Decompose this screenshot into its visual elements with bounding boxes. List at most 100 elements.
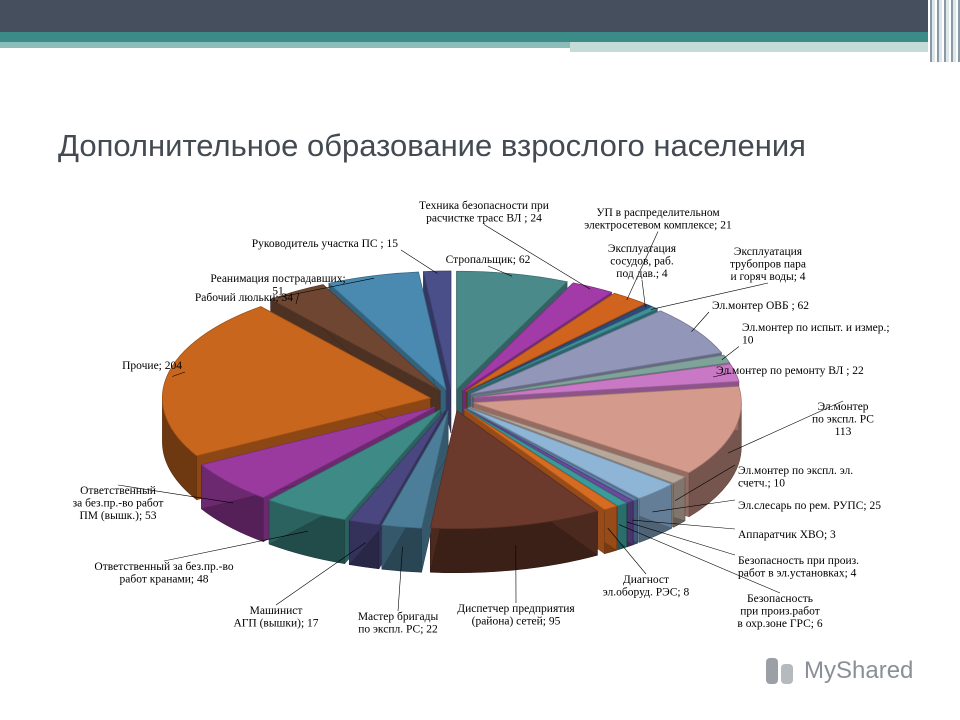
slice-labels: Стропальщик; 62 Техника безопасности при р… [73, 200, 890, 636]
slice-label-line: Рабочий люльки; 34 [195, 292, 293, 304]
slice-label-line: Техника безопасности при [419, 200, 549, 212]
slice-label-23: Руководитель участка ПС ; 15 [252, 238, 398, 250]
leader-line-5 [691, 311, 710, 332]
leader-line-22 [277, 277, 375, 298]
slice-label-22: Реанимация пострадавших; 51 [210, 273, 345, 298]
pie-slice-4 [467, 306, 659, 393]
slice-label-line: Диспетчер предприятия [457, 603, 575, 615]
slice-label-line: Машинист [250, 605, 303, 617]
pie-tops [162, 270, 742, 530]
pie-slice-16 [381, 410, 449, 529]
watermark: MyShared [766, 656, 913, 686]
leader-line-14 [607, 527, 647, 575]
slice-label-14: Диагност эл.оборуд. РЭС; 8 [603, 574, 690, 599]
slice-label-line: трубопров пара [730, 259, 806, 271]
top-bar [0, 0, 960, 32]
leader-line-3 [641, 279, 646, 308]
slice-label-12: Безопасность при произ. работ в эл.устано… [738, 555, 859, 580]
slice-label-16: Мастер бригады по экспл. РС; 22 [358, 611, 439, 636]
leader-line-19 [117, 484, 234, 504]
slice-label-line: Эксплуатация [608, 243, 677, 255]
leader-line-4 [650, 282, 769, 310]
slice-label-line: 10 [742, 335, 754, 347]
pie-slice-17 [348, 410, 446, 526]
myshared-logo-icon [766, 656, 796, 686]
slice-label-line: АГП (вышки); 17 [233, 618, 318, 630]
slice-label-line: Эл.монтер по экспл. эл. [738, 465, 853, 477]
slice-label-10: Эл.слесарь по рем. РУПС; 25 [738, 500, 881, 512]
leader-line-2 [626, 231, 659, 301]
slice-label-line: Безопасность при произ. [738, 555, 859, 567]
slice-label-line: эл.оборуд. РЭС; 8 [603, 587, 690, 599]
slice-label-17: Машинист АГП (вышки); 17 [233, 605, 318, 630]
slice-label-line: Эксплуатация [734, 246, 803, 258]
leader-line-23 [400, 249, 438, 274]
slice-label-line: Реанимация пострадавших; [210, 273, 345, 285]
slice-label-line: (района) сетей; 95 [472, 616, 561, 628]
slice-label-21: Рабочий люльки; 34 [195, 292, 293, 304]
slice-label-13: Безопасность при произ.работ в охр.зоне ГР… [737, 593, 822, 630]
leader-line-6 [721, 346, 740, 360]
pie-slice-7 [473, 363, 740, 399]
slice-label-line: ПМ (вышк.); 53 [79, 510, 156, 522]
slice-label-line: Эл.монтер по испыт. и измер.; [742, 322, 890, 334]
leader-lines [117, 224, 844, 612]
slice-label-11: Аппаратчик ХВО; 3 [738, 529, 836, 541]
slice-label-line: Прочие; 204 [122, 360, 182, 372]
accent-bar-pale [570, 42, 930, 52]
accent-bar [0, 32, 930, 42]
slice-label-line: Стропальщик; 62 [446, 254, 531, 266]
pie-slice-18 [268, 409, 442, 521]
pie-slice-12 [465, 408, 634, 504]
leader-line-16 [397, 546, 403, 612]
leader-line-20 [172, 371, 186, 377]
slice-label-line: Эл.монтер ОВБ ; 62 [712, 300, 809, 312]
slice-label-line: Ответственный за без.пр.-во [94, 561, 233, 573]
slice-label-8: Эл.монтер по экспл. РС 113 [812, 401, 874, 438]
slide-title: Дополнительное образование взрослого нас… [58, 128, 806, 163]
slice-label-line: по экспл. РС [812, 414, 874, 426]
slice-label-2: УП в распределительном электросетевом ком… [584, 207, 732, 232]
pie-slice-9 [469, 406, 686, 484]
pie-slice-20 [162, 306, 432, 457]
pie-slice-15 [429, 410, 599, 530]
slice-label-4: Эксплуатация трубопров пара и горяч воды; … [730, 246, 806, 283]
slice-label-line: в охр.зоне ГРС; 6 [737, 618, 822, 630]
slice-label-5: Эл.монтер ОВБ ; 62 [712, 300, 809, 312]
slice-label-6: Эл.монтер по испыт. и измер.; 10 [742, 322, 890, 347]
leader-line-13 [618, 524, 781, 594]
leader-line-12 [626, 521, 736, 556]
pie-slice-22 [328, 271, 447, 391]
slice-label-line: Руководитель участка ПС ; 15 [252, 238, 398, 250]
pie-slice-21 [269, 284, 441, 392]
slice-label-line: 113 [835, 426, 852, 438]
slice-label-7: Эл.монтер по ремонту ВЛ ; 22 [716, 365, 864, 377]
leader-line-10 [652, 499, 736, 513]
slice-label-line: за без.пр.-во работ [73, 498, 164, 510]
leader-line-11 [632, 519, 736, 530]
slice-label-line: Эл.слесарь по рем. РУПС; 25 [738, 500, 881, 512]
slice-label-15: Диспетчер предприятия (района) сетей; 95 [457, 603, 575, 628]
slice-label-line: Диагност [623, 574, 669, 586]
pie-slice-8 [473, 385, 742, 474]
slice-label-line: электросетевом комплексе; 21 [584, 220, 732, 232]
corner-stripes [928, 0, 960, 62]
leader-line-8 [727, 400, 844, 454]
pie-slice-13 [464, 408, 628, 507]
slice-label-line: Безопасность [747, 593, 813, 605]
pie-slice-6 [472, 354, 731, 397]
slice-label-line: Аппаратчик ХВО; 3 [738, 529, 836, 541]
slice-label-20: Прочие; 204 [122, 360, 182, 372]
slice-label-0: Стропальщик; 62 [446, 254, 531, 266]
slice-label-line: УП в распределительном [596, 207, 720, 219]
leader-line-0 [487, 265, 513, 277]
slice-label-line: работ кранами; 48 [120, 574, 209, 586]
pie-slice-14 [463, 408, 618, 511]
leader-line-9 [674, 464, 736, 501]
slice-label-line: 51 [272, 286, 284, 298]
slice-label-line: Ответственный [80, 485, 156, 497]
slice-label-line: и горяч воды; 4 [730, 271, 805, 283]
slice-label-line: Эл.монтер [817, 401, 868, 413]
slice-label-line: счетч.; 10 [738, 478, 785, 490]
